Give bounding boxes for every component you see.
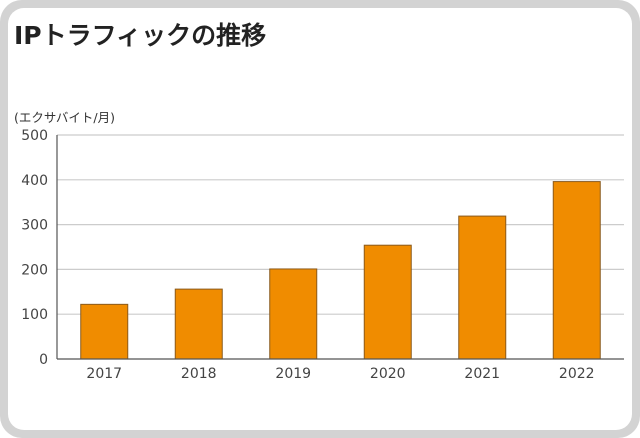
x-tick-label-2021: 2021: [464, 366, 500, 382]
x-tick-label-2017: 2017: [86, 366, 122, 382]
y-tick-label-300: 300: [21, 218, 48, 234]
y-tick-label-200: 200: [21, 262, 48, 278]
chart-card: [8, 8, 632, 430]
y-tick-label-0: 0: [39, 352, 48, 368]
bar-2017: [80, 303, 129, 360]
y-axis-unit-label: (エクサバイト/月): [14, 110, 115, 125]
bar-2022: [552, 181, 601, 360]
bar-2019: [269, 268, 318, 360]
bar-2020: [363, 244, 412, 360]
x-axis-ticks: 2017 2018 2019 2020 2021 2022: [86, 366, 594, 382]
y-axis-ticks: 0 100 200 300 400 500: [21, 128, 48, 368]
grid-lines: [57, 134, 624, 315]
bars: [80, 181, 601, 360]
y-tick-label-100: 100: [21, 307, 48, 323]
bar-2018: [174, 288, 223, 360]
axes: [56, 135, 624, 360]
x-tick-label-2019: 2019: [275, 366, 311, 382]
x-tick-label-2020: 2020: [370, 366, 406, 382]
y-tick-label-400: 400: [21, 173, 48, 189]
x-tick-label-2018: 2018: [181, 366, 217, 382]
chart-title: IPトラフィックの推移: [14, 21, 267, 50]
x-tick-label-2022: 2022: [559, 366, 595, 382]
bar-2021: [458, 215, 507, 360]
y-tick-label-500: 500: [21, 128, 48, 144]
